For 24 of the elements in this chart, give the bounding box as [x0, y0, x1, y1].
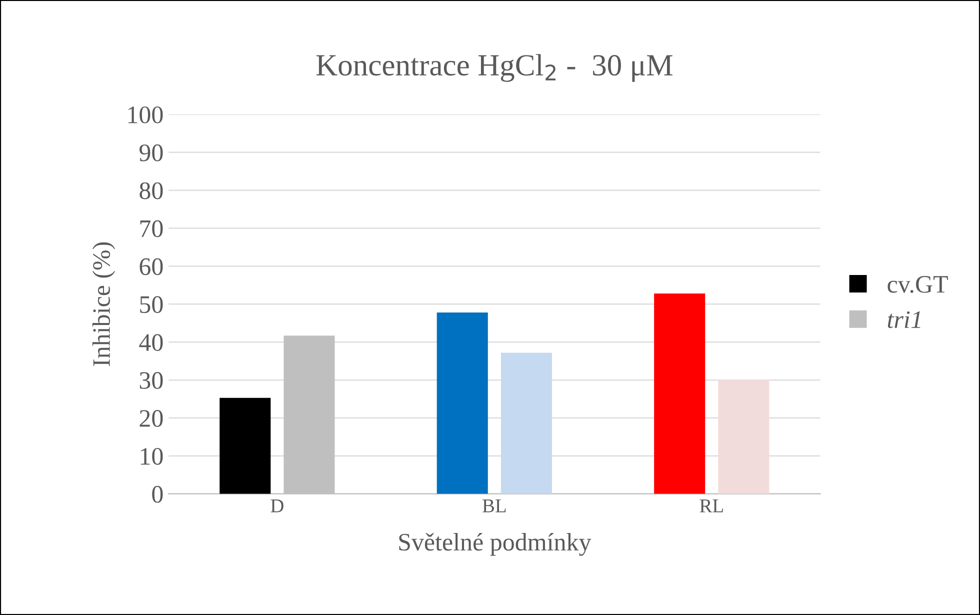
- x-tick-label: RL: [700, 499, 723, 512]
- y-tick-label: 40: [139, 334, 163, 351]
- bar: [718, 380, 770, 494]
- y-tick-label: 50: [140, 296, 163, 314]
- y-tick-label: 30: [140, 372, 163, 389]
- chart-title: Koncentrace HgCl$_{2}$ - 30 μM: [316, 54, 672, 82]
- x-tick-label: D: [270, 499, 284, 512]
- y-tick-label: 10: [140, 448, 163, 465]
- y-tick-label: 100: [128, 106, 163, 124]
- y-tick-label: 90: [140, 144, 163, 162]
- legend-label: cv.GT: [888, 276, 948, 293]
- x-axis-title: Světelné podmínky: [399, 533, 592, 556]
- bar: [500, 352, 552, 494]
- bar: [436, 312, 488, 494]
- bar: [220, 398, 271, 494]
- y-tick-label: 70: [140, 220, 163, 238]
- y-axis-title: Inhibice (%): [92, 242, 116, 366]
- y-tick-label: 80: [140, 182, 163, 200]
- y-tick-label: 0: [152, 486, 163, 503]
- y-tick-label: 60: [140, 258, 163, 276]
- y-tick-label: 20: [140, 410, 163, 427]
- x-tick-label: BL: [482, 499, 506, 512]
- bar: [654, 293, 706, 494]
- legend-label: tri1: [888, 311, 920, 328]
